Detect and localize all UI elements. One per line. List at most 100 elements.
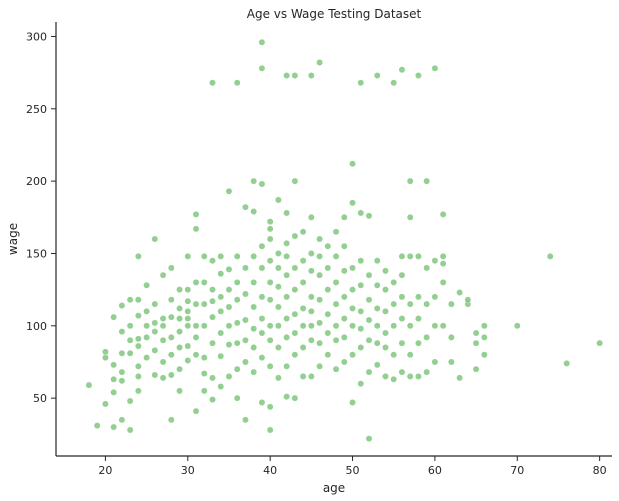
data-point	[192, 225, 200, 233]
data-point	[242, 203, 249, 211]
data-point	[134, 296, 142, 304]
data-point	[406, 177, 414, 185]
data-point	[316, 59, 324, 66]
data-point	[143, 281, 151, 289]
data-point	[126, 349, 134, 357]
data-point	[291, 264, 299, 272]
data-point	[472, 365, 480, 373]
data-point	[349, 199, 356, 207]
data-point	[414, 252, 422, 260]
data-point	[456, 289, 464, 296]
data-point	[406, 372, 414, 380]
data-point	[258, 242, 266, 250]
y-tick-label: 150	[26, 247, 47, 260]
data-point	[151, 300, 159, 308]
data-point	[365, 271, 373, 279]
data-point	[151, 235, 159, 243]
data-point	[134, 342, 142, 350]
data-point	[291, 72, 299, 79]
data-point	[242, 416, 249, 424]
data-point	[316, 339, 324, 347]
data-point	[439, 260, 447, 268]
data-point	[258, 354, 266, 362]
data-point	[382, 307, 389, 315]
data-point	[414, 339, 422, 347]
data-point	[299, 228, 307, 236]
data-point	[464, 296, 472, 304]
data-point	[118, 377, 126, 385]
data-point	[340, 267, 348, 275]
data-point	[357, 307, 365, 315]
data-point	[349, 304, 356, 312]
data-point	[274, 374, 282, 382]
data-point	[398, 339, 406, 347]
data-point	[382, 329, 389, 337]
x-tick-label: 40	[263, 464, 277, 477]
data-point	[192, 333, 200, 341]
data-point	[324, 286, 332, 294]
data-point	[340, 242, 348, 250]
data-point	[258, 399, 266, 406]
data-point	[390, 79, 398, 87]
data-point	[176, 286, 184, 294]
data-point	[266, 322, 274, 330]
data-point	[126, 322, 134, 330]
data-point	[357, 209, 365, 217]
data-point	[373, 339, 381, 347]
data-point	[118, 368, 126, 376]
data-point	[414, 315, 422, 323]
data-points	[85, 38, 604, 443]
data-point	[332, 336, 340, 344]
data-point	[266, 278, 274, 286]
data-point	[406, 252, 414, 260]
data-point	[563, 359, 571, 367]
data-point	[217, 352, 225, 360]
data-point	[242, 316, 249, 324]
data-point	[250, 344, 258, 351]
data-point	[291, 351, 299, 359]
data-point	[332, 300, 340, 308]
data-point	[266, 296, 274, 304]
data-point	[340, 315, 348, 323]
data-point	[258, 293, 266, 301]
data-point	[151, 328, 159, 336]
data-point	[225, 286, 233, 294]
data-point	[192, 407, 200, 415]
data-point	[480, 322, 488, 330]
data-point	[110, 388, 118, 396]
data-point	[546, 252, 554, 260]
data-point	[382, 267, 389, 275]
data-point	[398, 315, 406, 323]
y-tick-label: 250	[26, 103, 47, 116]
y-axis-label: wage	[6, 223, 20, 255]
data-point	[110, 375, 118, 383]
data-point	[423, 333, 431, 341]
chart-title: Age vs Wage Testing Dataset	[247, 7, 422, 21]
data-point	[431, 64, 439, 72]
x-tick-label: 30	[181, 464, 195, 477]
data-point	[439, 322, 447, 330]
data-point	[423, 264, 431, 272]
data-point	[307, 322, 315, 330]
data-point	[85, 381, 93, 389]
data-point	[176, 315, 184, 323]
data-point	[134, 362, 142, 370]
data-point	[258, 329, 266, 337]
data-point	[266, 225, 274, 233]
data-point	[283, 271, 291, 279]
data-point	[316, 252, 324, 260]
data-point	[233, 79, 241, 87]
data-point	[349, 322, 356, 330]
data-point	[93, 422, 101, 430]
data-point	[291, 329, 299, 337]
data-point	[398, 66, 406, 74]
data-point	[283, 393, 291, 401]
data-point	[373, 281, 381, 289]
data-point	[159, 336, 167, 344]
data-point	[398, 293, 406, 301]
data-point	[299, 304, 307, 312]
data-point	[134, 312, 142, 320]
data-point	[349, 160, 356, 168]
data-point	[398, 368, 406, 376]
data-point	[176, 387, 184, 395]
